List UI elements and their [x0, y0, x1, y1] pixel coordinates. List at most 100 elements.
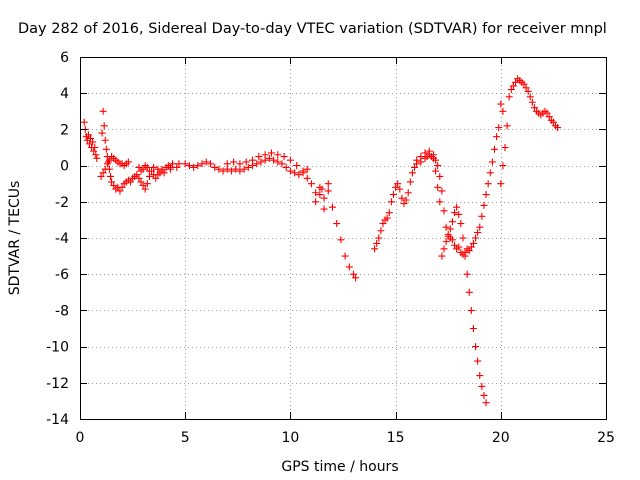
data-point [480, 201, 488, 209]
x-tick-label: 10 [281, 430, 299, 446]
data-point [312, 198, 320, 206]
data-point [291, 169, 299, 177]
data-point [440, 207, 448, 215]
data-point [236, 167, 244, 175]
data-point [505, 93, 513, 101]
data-point [198, 160, 206, 168]
data-point [110, 182, 118, 190]
data-point [522, 84, 530, 92]
data-point [102, 145, 110, 153]
data-point [408, 169, 416, 177]
data-point [108, 178, 116, 186]
data-point [324, 187, 332, 195]
data-point [223, 160, 231, 168]
data-point [440, 245, 448, 253]
data-point [99, 107, 107, 115]
data-point [219, 167, 227, 175]
data-point [389, 191, 397, 199]
data-point [312, 189, 320, 197]
data-point [488, 158, 496, 166]
data-point [257, 158, 265, 166]
data-point [434, 183, 442, 191]
data-point [413, 156, 421, 164]
data-point [307, 180, 315, 188]
data-point [429, 151, 437, 159]
data-point [333, 220, 341, 228]
data-point [524, 87, 532, 95]
x-tick-label: 0 [76, 430, 85, 446]
data-point [139, 182, 147, 190]
data-point [295, 171, 303, 179]
data-point [135, 174, 143, 182]
data-point [173, 163, 181, 171]
data-point [434, 162, 442, 170]
data-point [373, 239, 381, 247]
data-point [451, 209, 459, 217]
data-point [474, 357, 482, 365]
data-point [480, 391, 488, 399]
data-point [92, 151, 100, 159]
data-point [141, 185, 149, 193]
data-point [91, 144, 99, 151]
data-point [543, 109, 551, 117]
data-point [455, 243, 463, 251]
data-point [478, 212, 486, 220]
data-point [143, 180, 151, 188]
data-point [512, 78, 520, 86]
data-point [249, 156, 257, 164]
data-point [451, 241, 459, 249]
data-point [328, 203, 336, 211]
data-point [432, 167, 440, 175]
data-point [87, 134, 95, 142]
data-point [152, 174, 160, 182]
data-point [206, 160, 214, 168]
data-point [286, 167, 294, 175]
data-point [286, 156, 294, 164]
data-point [124, 158, 132, 166]
data-point [465, 247, 473, 255]
data-point [181, 160, 189, 168]
data-point [303, 174, 311, 182]
data-point [549, 118, 557, 126]
data-point [530, 104, 538, 112]
data-point [232, 165, 240, 173]
data-point [166, 163, 174, 171]
data-point [103, 160, 111, 168]
data-point [118, 183, 126, 191]
data-point [463, 270, 471, 278]
y-tick-labels: -14 -12 -10 -8 -6 -4 -2 0 2 4 6 [46, 50, 69, 428]
data-point [484, 180, 492, 188]
data-point [150, 163, 158, 171]
data-point [265, 154, 273, 162]
data-point [107, 172, 115, 180]
data-point [474, 229, 482, 237]
data-point [394, 180, 402, 188]
data-point [476, 372, 484, 380]
data-point [379, 220, 387, 228]
data-point [402, 196, 410, 204]
y-tick-label: -2 [55, 195, 69, 211]
data-point [318, 185, 326, 193]
data-point [137, 178, 145, 186]
data-point [490, 145, 498, 153]
y-axis-label: SDTVAR / TECUs [7, 181, 23, 296]
data-point [274, 158, 282, 166]
data-point [352, 274, 360, 282]
y-tick-label: -14 [46, 412, 69, 428]
data-point [457, 220, 465, 228]
data-point [467, 306, 475, 314]
data-point [316, 191, 324, 199]
data-point [417, 153, 425, 161]
data-point [100, 122, 108, 130]
data-point [227, 167, 235, 175]
data-point [135, 163, 143, 171]
data-point [472, 343, 480, 351]
data-point [126, 178, 134, 186]
data-point [411, 163, 419, 171]
y-tick-label: -12 [46, 376, 69, 392]
y-tick-label: 6 [60, 50, 69, 66]
data-point [509, 82, 517, 90]
data-point [392, 183, 400, 191]
data-point [105, 156, 113, 164]
data-point [274, 151, 282, 159]
